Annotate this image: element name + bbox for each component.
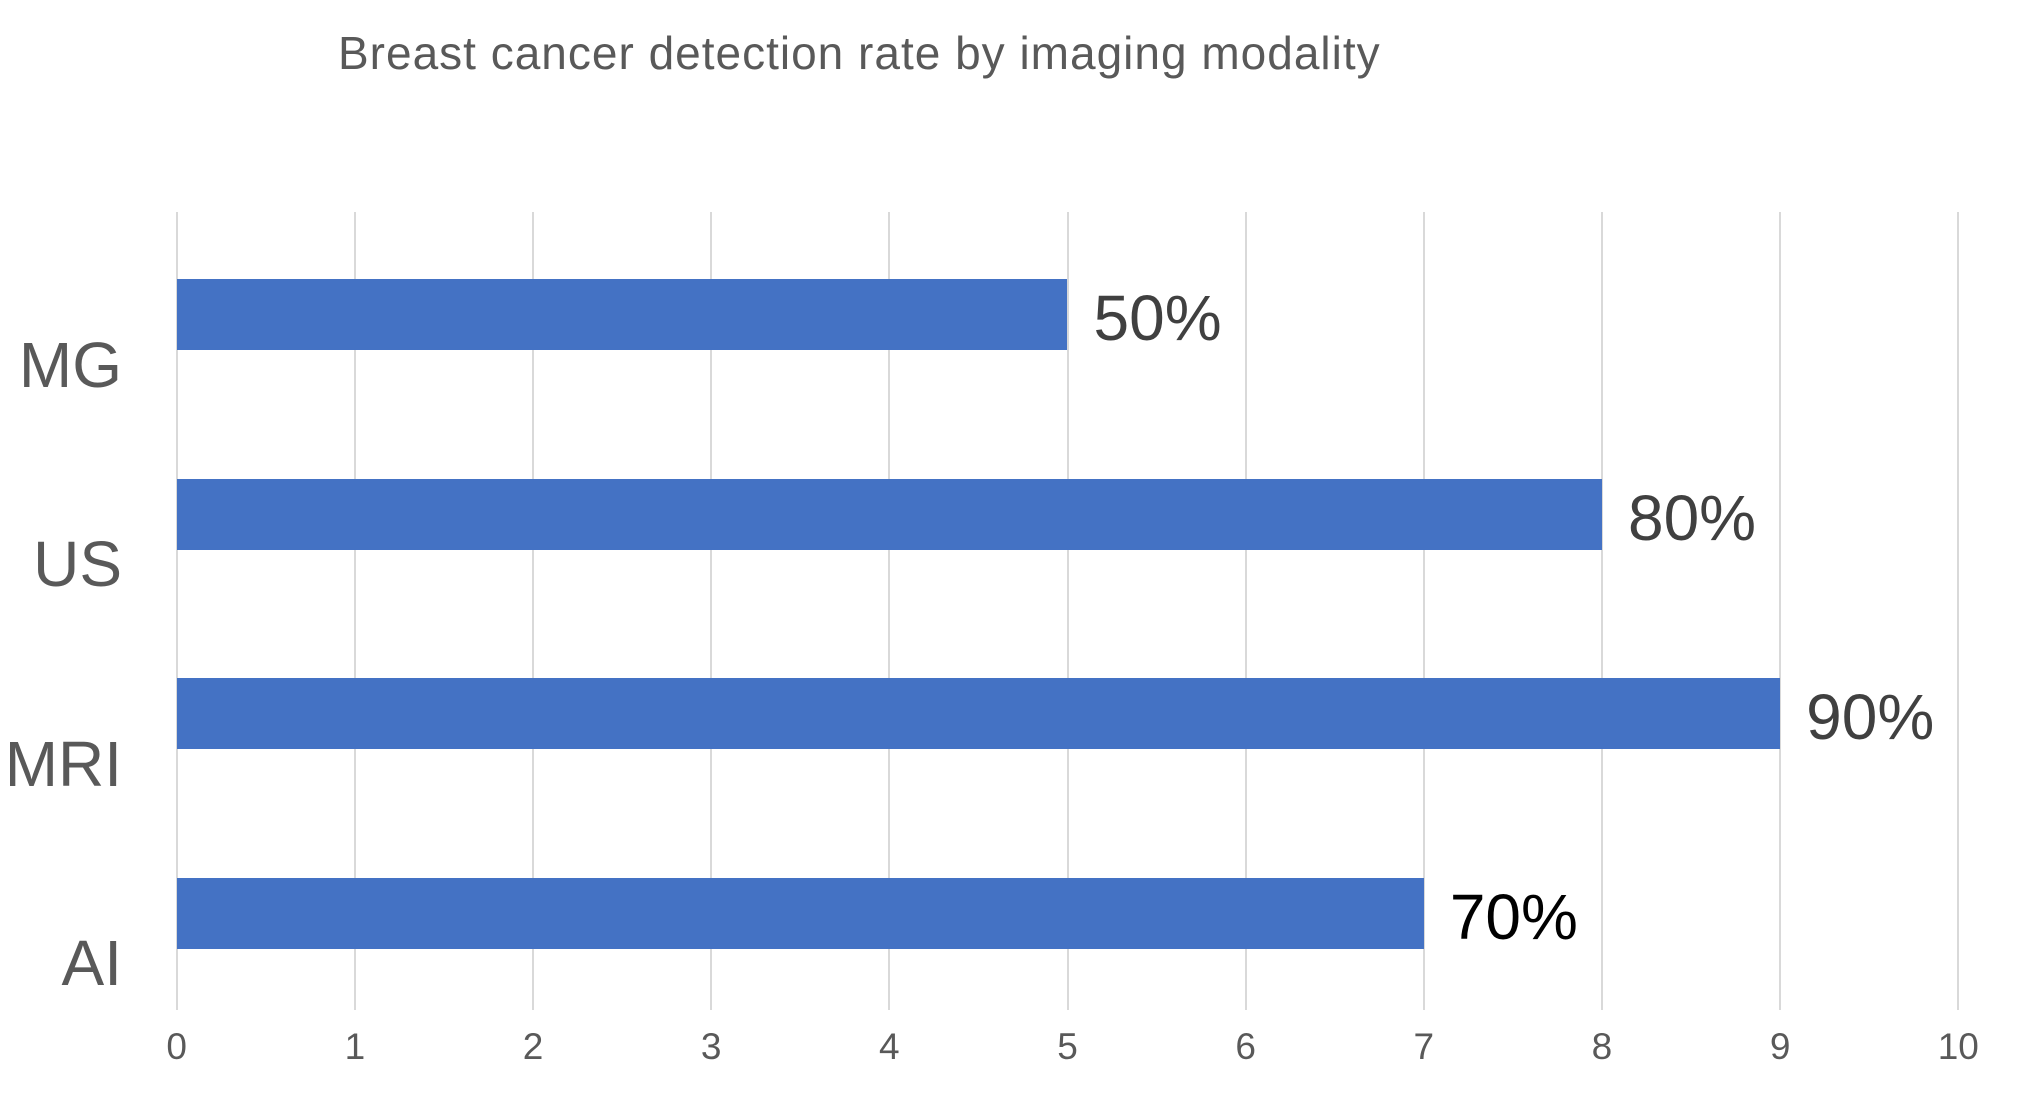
bar-mg bbox=[176, 279, 1068, 350]
x-tick-label: 0 bbox=[166, 1026, 187, 1067]
x-tick-label: 7 bbox=[1413, 1026, 1435, 1067]
bar-us bbox=[176, 478, 1602, 550]
bar-ai bbox=[176, 877, 1424, 949]
data-label-mri: 90% bbox=[1806, 681, 1935, 753]
gridline bbox=[1066, 212, 1069, 1010]
gridline bbox=[1244, 212, 1247, 1010]
category-label-us: US bbox=[33, 528, 122, 600]
x-tick-label: 9 bbox=[1769, 1026, 1791, 1067]
chart-title: Breast cancer detection rate by imaging … bbox=[338, 27, 1381, 79]
gridline bbox=[1957, 212, 1960, 1010]
x-tick-label: 1 bbox=[344, 1026, 366, 1067]
gridline bbox=[175, 212, 178, 1010]
x-tick-label: 8 bbox=[1591, 1026, 1613, 1067]
x-tick-label: 6 bbox=[1235, 1026, 1256, 1067]
x-tick-label: 4 bbox=[879, 1026, 900, 1067]
gridline bbox=[1422, 212, 1425, 1010]
data-label-us: 80% bbox=[1627, 481, 1757, 554]
category-label-ai: AI bbox=[61, 927, 122, 999]
gridline bbox=[1779, 212, 1782, 1010]
category-label-mg: MG bbox=[18, 328, 122, 401]
x-tick-label: 5 bbox=[1057, 1026, 1078, 1067]
x-tick-label: 3 bbox=[700, 1026, 722, 1067]
gridline bbox=[1600, 212, 1603, 1010]
x-tick-label: 2 bbox=[522, 1026, 544, 1067]
gridline bbox=[532, 212, 535, 1010]
gridline bbox=[710, 212, 713, 1010]
x-tick-label: 10 bbox=[1937, 1026, 1979, 1067]
data-label-ai: 70% bbox=[1449, 880, 1578, 953]
data-label-mg: 50% bbox=[1093, 282, 1222, 354]
bar-mri bbox=[176, 678, 1781, 749]
gridline bbox=[353, 212, 356, 1010]
category-label-mri: MRI bbox=[4, 727, 122, 800]
gridline bbox=[888, 212, 891, 1010]
